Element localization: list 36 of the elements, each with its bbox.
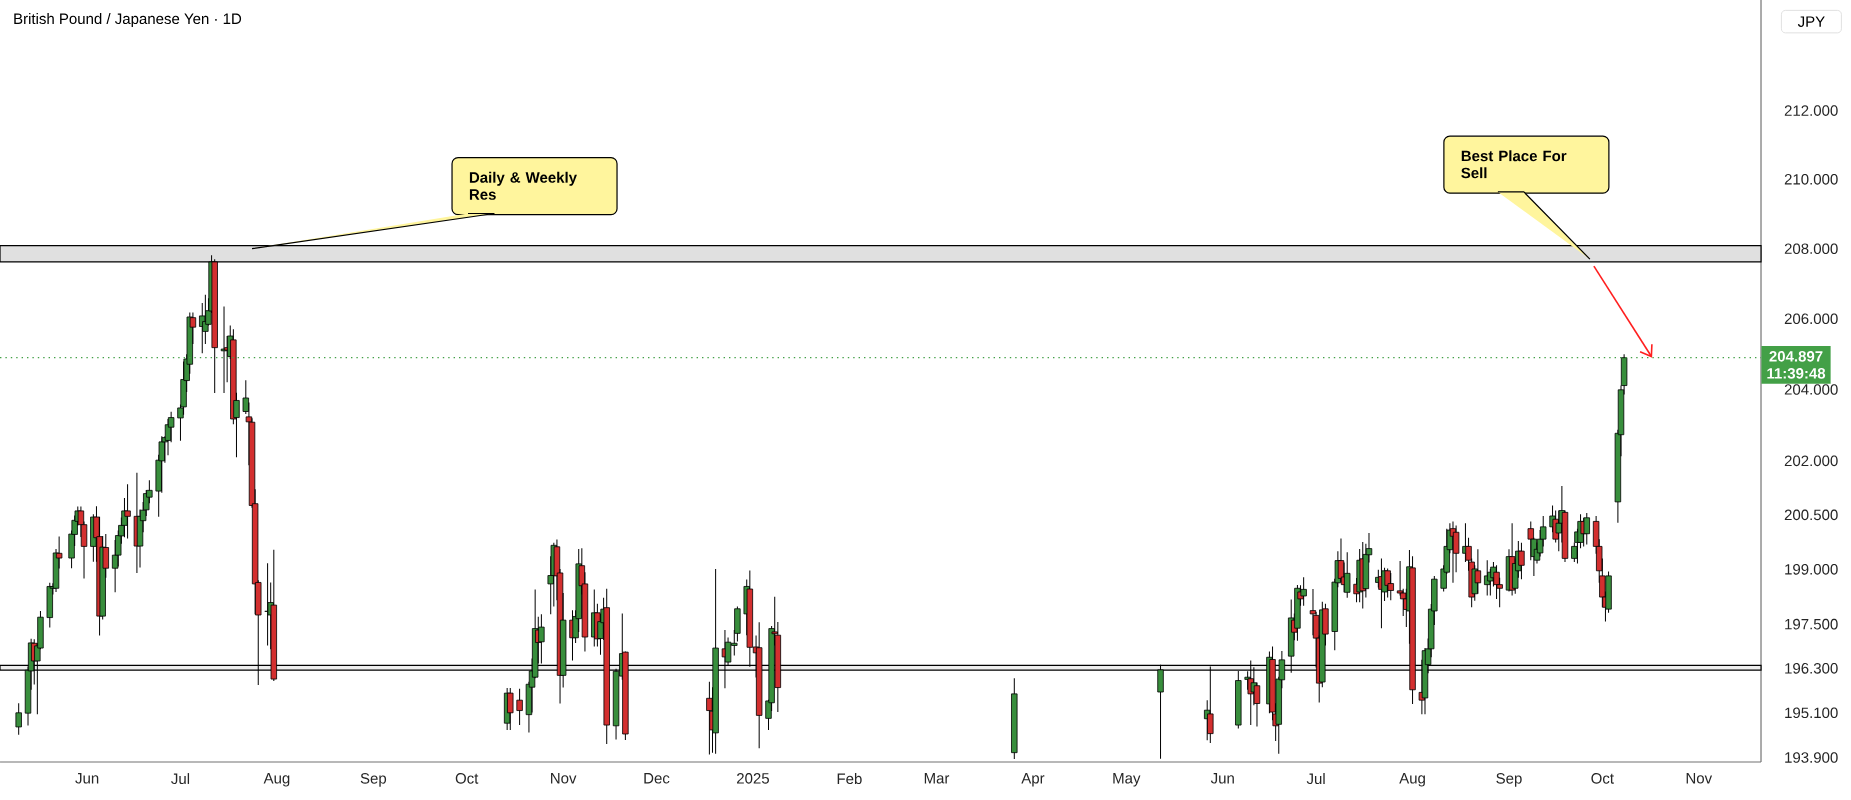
y-tick-label: 202.000 [1784, 455, 1838, 467]
text: 11:39:48 [1767, 368, 1826, 379]
x-tick-label: Dec [644, 773, 670, 784]
x-tick-label: Aug [263, 773, 290, 787]
y-tick-label: 193.900 [1785, 752, 1838, 763]
x-tick-label: Sep [360, 773, 387, 787]
x-tick-label: Jun [1210, 773, 1234, 784]
y-tick-label: 197.500 [1785, 618, 1838, 630]
x-tick-label: Oct [1591, 773, 1614, 784]
y-tick-label: 199.000 [1785, 564, 1838, 575]
x-tick-label: May [1113, 773, 1141, 787]
x-tick-label: 2025 [737, 773, 769, 784]
y-tick-label: 196.300 [1785, 663, 1838, 674]
x-tick-label: Apr [1021, 773, 1045, 787]
x-tick-label: Jul [171, 773, 190, 785]
x-tick-label: Jul [1306, 773, 1325, 785]
x-tick-label: Mar [924, 773, 950, 784]
x-tick-label: Sep [1496, 773, 1522, 787]
y-tick-label: 212.000 [1784, 105, 1838, 116]
x-tick-label: Jun [75, 773, 99, 784]
x-tick-label: Nov [1686, 773, 1713, 784]
y-tick-label: 206.000 [1784, 313, 1838, 325]
x-tick-label: Oct [455, 773, 479, 784]
y-axis-title: JPY [1797, 16, 1825, 27]
y-tick-label: 210.000 [1784, 174, 1838, 185]
ref-line-label: 204.897 [1769, 351, 1823, 362]
y-tick-label: 200.500 [1784, 509, 1838, 521]
annotation: Best Place For Sell [1461, 150, 1567, 179]
x-tick-label: Nov [551, 773, 577, 784]
y-tick-label: 208.000 [1784, 243, 1838, 255]
y-tick-label: 195.100 [1785, 707, 1838, 719]
x-tick-label: Feb [837, 773, 862, 785]
text: British Pound / Japanese Yen · 1D [14, 13, 242, 28]
x-tick-label: Aug [1399, 773, 1425, 787]
annotation: Daily & Weekly Res [469, 171, 577, 200]
y-tick-label: 204.000 [1784, 384, 1838, 395]
